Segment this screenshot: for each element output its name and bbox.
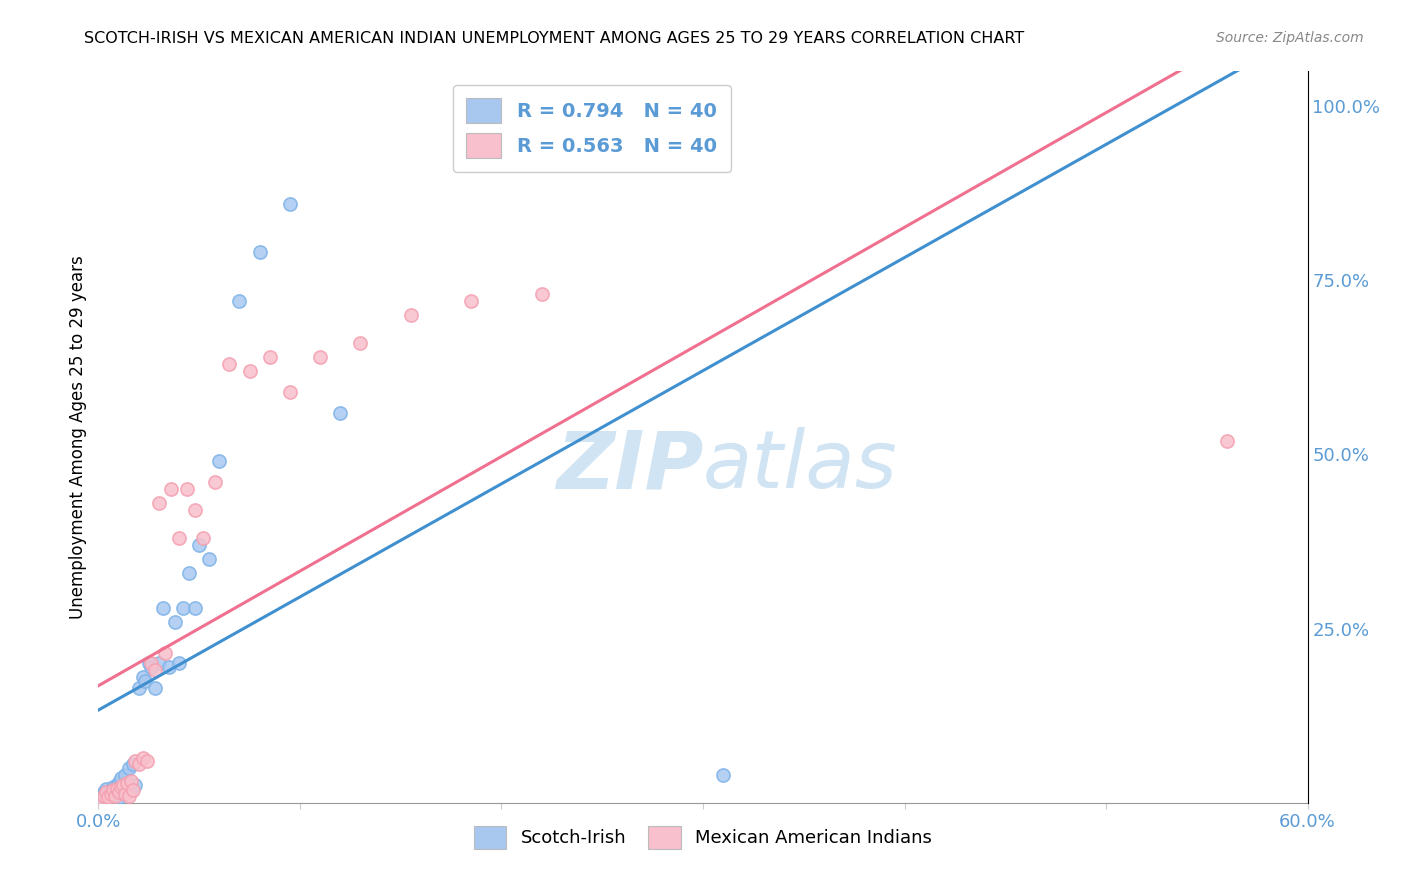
Point [96,785,118,799]
Point [278,196,301,211]
Point [114,768,136,782]
Point [101,780,124,795]
Point [1216,434,1239,448]
Text: SCOTCH-IRISH VS MEXICAN AMERICAN INDIAN UNEMPLOYMENT AMONG AGES 25 TO 29 YEARS C: SCOTCH-IRISH VS MEXICAN AMERICAN INDIAN … [84,31,1025,46]
Point [259,350,281,364]
Point [176,483,198,497]
Point [91,792,114,806]
Point [96,781,118,796]
Point [152,600,174,615]
Point [107,790,129,805]
Text: atlas: atlas [703,427,898,506]
Point [167,657,190,671]
Point [139,660,162,674]
Point [107,785,129,799]
Point [120,781,142,796]
Point [115,776,138,790]
Point [105,781,128,796]
Point [239,364,262,378]
Point [148,657,170,671]
Point [399,308,422,322]
Point [218,357,240,371]
Point [135,754,157,768]
Point [249,245,271,260]
Point [118,789,141,803]
Point [111,778,134,792]
Point [160,483,183,497]
Point [163,615,186,629]
Point [204,475,226,490]
Point [460,294,482,309]
Point [132,750,155,764]
Point [143,681,166,695]
Point [530,287,553,301]
Point [184,503,207,517]
Point [153,646,176,660]
Point [103,785,125,799]
Point [134,673,156,688]
Point [118,761,141,775]
Point [107,775,129,789]
Point [100,788,122,802]
Point [124,778,146,792]
Point [111,785,134,799]
Point [100,783,122,797]
Point [97,790,120,805]
Point [120,773,142,788]
Point [97,788,120,802]
Point [193,531,215,545]
Point [115,783,138,797]
Y-axis label: Unemployment Among Ages 25 to 29 years: Unemployment Among Ages 25 to 29 years [69,255,87,619]
Point [139,657,162,671]
Point [309,350,332,364]
Point [124,754,146,768]
Point [329,406,352,420]
Point [167,531,190,545]
Point [93,785,115,799]
Point [121,757,143,772]
Point [278,384,301,399]
Point [208,454,231,468]
Point [114,788,136,802]
Point [349,336,371,351]
Point [132,670,155,684]
Point [110,780,132,795]
Point [105,778,128,792]
Point [228,294,250,309]
Point [138,657,160,671]
Text: Source: ZipAtlas.com: Source: ZipAtlas.com [1216,31,1364,45]
Point [128,681,150,695]
Point [91,789,114,803]
Point [172,600,194,615]
Point [184,600,207,615]
Point [128,757,150,772]
Point [93,789,115,803]
Point [101,783,124,797]
Point [143,664,166,678]
Point [103,789,125,803]
Point [157,660,180,674]
Point [198,552,221,566]
Point [179,566,201,580]
Legend: Scotch-Irish, Mexican American Indians: Scotch-Irish, Mexican American Indians [467,818,939,856]
Text: ZIP: ZIP [555,427,703,506]
Point [188,538,211,552]
Point [110,772,132,786]
Point [148,496,170,510]
Point [121,783,143,797]
Point [711,768,734,782]
